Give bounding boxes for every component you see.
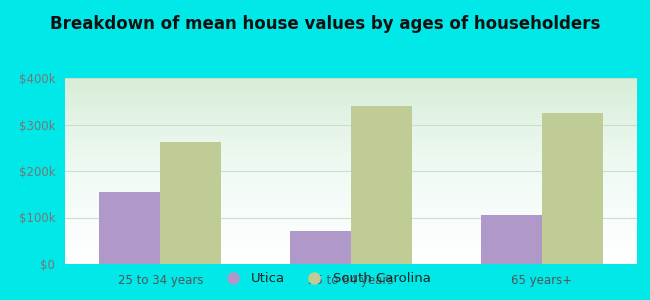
Text: Breakdown of mean house values by ages of householders: Breakdown of mean house values by ages o… bbox=[50, 15, 600, 33]
Legend: Utica, South Carolina: Utica, South Carolina bbox=[214, 267, 436, 290]
Bar bbox=[480, 215, 541, 264]
Bar bbox=[161, 142, 222, 264]
Bar bbox=[351, 106, 412, 264]
Bar bbox=[290, 232, 351, 264]
Bar bbox=[541, 113, 603, 264]
Bar bbox=[99, 192, 161, 264]
